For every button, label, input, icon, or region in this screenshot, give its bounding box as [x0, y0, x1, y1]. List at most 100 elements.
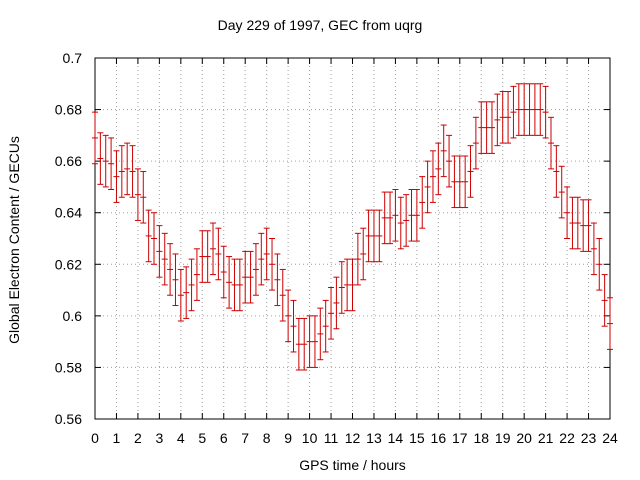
y-tick-label: 0.66	[55, 153, 82, 169]
data-point	[349, 258, 356, 312]
x-tick-label: 20	[516, 430, 532, 446]
data-point	[499, 91, 506, 144]
data-point	[151, 212, 158, 265]
data-point	[521, 83, 528, 136]
data-point	[585, 199, 592, 252]
data-point	[317, 307, 324, 361]
x-tick-label: 8	[263, 430, 271, 446]
data-point	[215, 227, 222, 281]
x-tick-label: 14	[388, 430, 404, 446]
y-tick-label: 0.6	[63, 308, 83, 324]
data-point	[590, 222, 597, 276]
data-point	[483, 101, 490, 154]
x-tick-label: 12	[345, 430, 361, 446]
data-point	[526, 83, 533, 136]
y-axis-label: Global Electron Content / GECUs	[6, 136, 22, 344]
data-point	[387, 191, 394, 245]
data-point	[108, 137, 115, 191]
x-tick-label: 23	[581, 430, 597, 446]
data-point	[419, 176, 426, 229]
data-point	[113, 150, 120, 203]
data-point	[226, 256, 233, 309]
data-point	[338, 261, 345, 314]
data-point	[124, 142, 131, 196]
data-point	[193, 248, 200, 301]
data-point	[290, 299, 297, 353]
x-tick-label: 11	[324, 430, 339, 446]
y-tick-label: 0.64	[55, 205, 82, 221]
data-point	[177, 268, 184, 322]
data-point	[440, 124, 447, 178]
data-point	[505, 91, 512, 144]
data-point	[322, 299, 329, 353]
data-point	[537, 83, 544, 136]
data-point	[542, 85, 549, 139]
data-point	[510, 85, 517, 139]
data-point	[564, 186, 571, 239]
x-tick-label: 9	[284, 430, 292, 446]
data-point	[370, 209, 377, 263]
data-point	[494, 93, 501, 147]
y-tick-label: 0.68	[55, 102, 82, 118]
data-point	[102, 134, 109, 188]
data-point	[446, 134, 453, 188]
data-point	[413, 189, 420, 242]
data-point	[429, 150, 436, 203]
data-point	[129, 145, 136, 198]
data-point	[306, 315, 313, 368]
data-point	[478, 101, 485, 154]
data-point	[311, 315, 318, 368]
x-tick-label: 10	[302, 430, 318, 446]
data-point	[118, 145, 125, 198]
data-point	[456, 155, 463, 209]
data-point	[354, 232, 361, 286]
data-point	[210, 222, 217, 276]
data-point	[607, 297, 613, 350]
data-point	[392, 189, 399, 242]
data-point	[204, 230, 211, 283]
data-point	[258, 232, 265, 286]
data-point	[242, 250, 249, 304]
data-point	[531, 83, 538, 136]
data-point	[424, 160, 431, 214]
y-tick-label: 0.62	[55, 256, 82, 272]
data-point	[515, 83, 522, 136]
x-tick-label: 2	[134, 430, 142, 446]
x-tick-label: 16	[431, 430, 447, 446]
data-point	[199, 230, 206, 283]
data-point	[97, 132, 104, 185]
data-point	[167, 243, 174, 296]
data-point	[435, 142, 442, 196]
data-point	[161, 232, 168, 286]
data-point	[236, 258, 243, 312]
data-point	[553, 145, 560, 198]
data-point	[247, 250, 254, 304]
data-point	[403, 194, 410, 247]
chart-title: Day 229 of 1997, GEC from uqrg	[217, 17, 423, 33]
x-axis-label: GPS time / hours	[299, 457, 406, 473]
data-point	[252, 243, 259, 296]
data-point	[188, 258, 195, 312]
data-point	[472, 116, 479, 170]
x-tick-label: 4	[177, 430, 185, 446]
data-point	[381, 191, 388, 245]
data-point	[269, 238, 276, 291]
data-point	[263, 227, 270, 281]
data-point	[580, 199, 587, 252]
x-tick-label: 0	[91, 430, 99, 446]
x-tick-label: 5	[198, 430, 206, 446]
data-point	[574, 196, 581, 250]
data-point	[596, 238, 603, 291]
x-tick-label: 21	[538, 430, 554, 446]
x-tick-label: 17	[452, 430, 468, 446]
data-point	[547, 116, 554, 170]
data-point	[134, 168, 141, 221]
y-tick-label: 0.58	[55, 359, 82, 375]
data-point	[156, 225, 163, 278]
data-point	[569, 196, 576, 250]
data-point	[467, 145, 474, 198]
data-point	[376, 209, 383, 263]
data-point	[451, 155, 458, 209]
data-point	[183, 266, 190, 319]
